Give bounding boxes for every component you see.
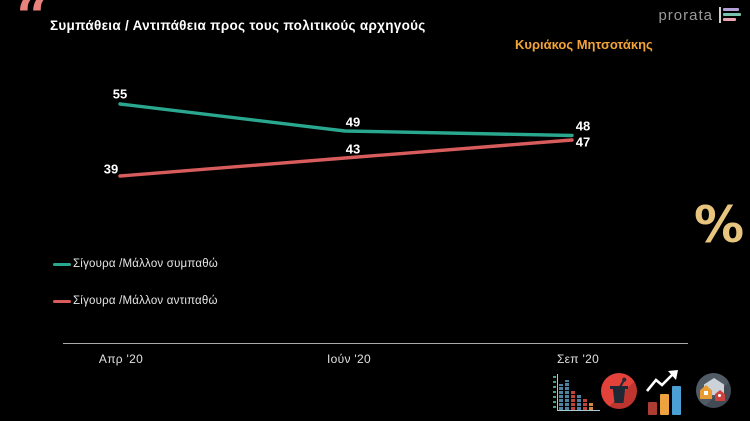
- x-tick-sep-20: Σεπ '20: [556, 352, 600, 366]
- pixel-bar: [559, 384, 563, 410]
- bar-red: [648, 402, 657, 415]
- legend-swatch-teal: [53, 262, 71, 266]
- legend-item-sympathy: Σίγουρα /Μάλλον συμπαθώ: [53, 258, 218, 270]
- pixel-bar-chart-icon: [553, 374, 600, 411]
- legend-label-sympathy: Σίγουρα /Μάλλον συμπαθώ: [73, 258, 218, 270]
- x-axis-line: [63, 343, 688, 344]
- houses-icon: [696, 373, 731, 408]
- data-label: 43: [345, 141, 361, 157]
- pixel-bar: [565, 380, 569, 410]
- up-arrow: [646, 370, 678, 392]
- series-line-1: [118, 138, 574, 178]
- subject-name: Κυριάκος Μητσοτάκης: [515, 37, 653, 52]
- mini-bar-chart-icon: [716, 6, 742, 24]
- data-label: 48: [575, 118, 591, 133]
- podium-microphone-icon: [601, 373, 637, 409]
- podium-top: [610, 386, 628, 389]
- percent-symbol: %: [694, 196, 745, 254]
- prorata-logo-text: prorata: [658, 6, 713, 24]
- podium-body: [612, 389, 626, 403]
- pixel-bar: [589, 403, 593, 410]
- data-label: 55: [112, 86, 128, 102]
- legend-label-antipathy: Σίγουρα /Μάλλον αντιπαθώ: [73, 295, 218, 307]
- series-line-0: [118, 102, 574, 138]
- quote-marks-icon: “: [16, 0, 49, 51]
- data-label: 47: [575, 134, 591, 150]
- prorata-logo: prorata: [658, 6, 742, 24]
- bar-blue: [672, 386, 681, 415]
- legend-item-antipathy: Σίγουρα /Μάλλον αντιπαθώ: [53, 295, 218, 307]
- bar-orange: [660, 394, 669, 415]
- legend-swatch-red: [53, 299, 71, 303]
- data-label: 39: [103, 161, 119, 177]
- pixel-bar: [577, 395, 581, 410]
- pixel-bar: [583, 399, 587, 410]
- x-tick-apr-20: Απρ '20: [98, 352, 144, 366]
- data-label: 49: [345, 114, 361, 130]
- pixel-bar: [571, 390, 575, 410]
- logo-bar-pink: [723, 18, 736, 21]
- logo-bar-teal: [723, 13, 741, 16]
- house-orange: [700, 385, 712, 399]
- x-tick-jun-20: Ιούν '20: [327, 352, 371, 366]
- logo-bar-purple: [723, 8, 739, 11]
- logo-axis-bar: [719, 7, 721, 23]
- house-red: [715, 390, 725, 401]
- growth-bars: [648, 386, 681, 415]
- page-title: Συμπάθεια / Αντιπάθεια προς τους πολιτικ…: [50, 18, 426, 33]
- growth-arrow-chart-icon: [646, 370, 684, 415]
